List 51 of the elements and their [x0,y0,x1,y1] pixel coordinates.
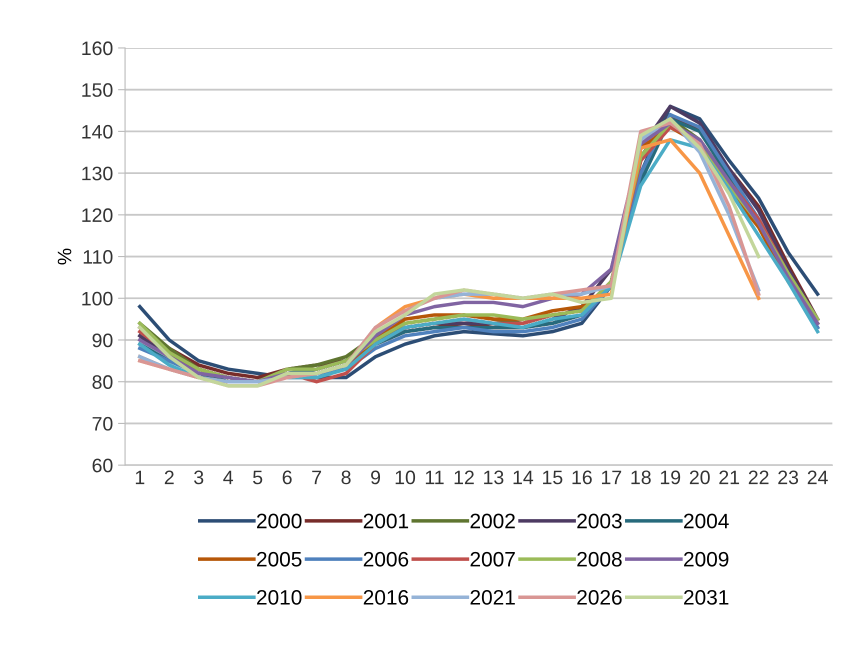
x-tick-label: 9 [371,470,380,484]
legend-label: 2009 [684,552,728,567]
x-tick-label: 17 [602,470,622,484]
x-tick-label: 7 [312,470,322,484]
legend-label: 2016 [364,590,408,605]
legend-label: 2006 [364,552,408,567]
y-tick-label: 70 [92,416,112,431]
y-tick-label: 60 [92,458,112,472]
x-tick-label: 3 [194,470,204,484]
legend-label: 2021 [470,590,515,605]
y-tick-label: 80 [92,375,112,389]
x-tick-label: 13 [484,470,504,484]
x-tick-label: 4 [223,470,234,484]
x-tick-label: 23 [778,470,798,484]
y-tick-label: 160 [82,41,112,56]
y-tick-label: 90 [92,333,112,348]
y-tick-label: 140 [82,124,112,139]
legend-label: 2002 [470,514,515,528]
x-tick-label: 18 [631,470,651,484]
x-tick-label: 16 [572,470,592,484]
x-tick-label: 20 [690,470,710,484]
y-tick-label: 110 [84,250,112,264]
legend-label: 2000 [257,514,302,528]
x-tick-label: 11 [426,470,444,484]
legend-label: 2031 [684,590,728,605]
legend-label: 2005 [257,552,302,567]
x-tick-label: 14 [514,470,534,484]
x-tick-label: 2 [164,470,174,484]
x-tick-label: 19 [660,470,680,484]
legend-label: 2007 [470,552,515,567]
y-tick-label: 100 [82,292,112,306]
legend-label: 2026 [577,590,622,605]
legend-label: 2010 [257,590,302,605]
y-tick-label: 130 [82,166,112,180]
legend-label: 2001 [364,514,408,528]
x-tick-label: 8 [342,470,351,484]
legend-label: 2004 [684,514,729,528]
x-tick-label: 24 [808,470,828,484]
x-tick-label: 10 [396,470,416,484]
y-tick-label: 120 [82,208,112,222]
x-tick-label: 1 [136,470,144,484]
y-tick-label: 150 [82,83,112,97]
x-tick-label: 5 [253,470,262,484]
y-axis-title: % [58,248,72,265]
x-tick-label: 22 [748,470,768,484]
x-tick-label: 6 [282,470,292,484]
x-tick-label: 21 [719,470,740,484]
legend-label: 2003 [577,514,622,528]
legend-label: 2008 [577,552,622,567]
x-tick-label: 12 [454,470,474,484]
x-tick-label: 15 [543,470,562,484]
